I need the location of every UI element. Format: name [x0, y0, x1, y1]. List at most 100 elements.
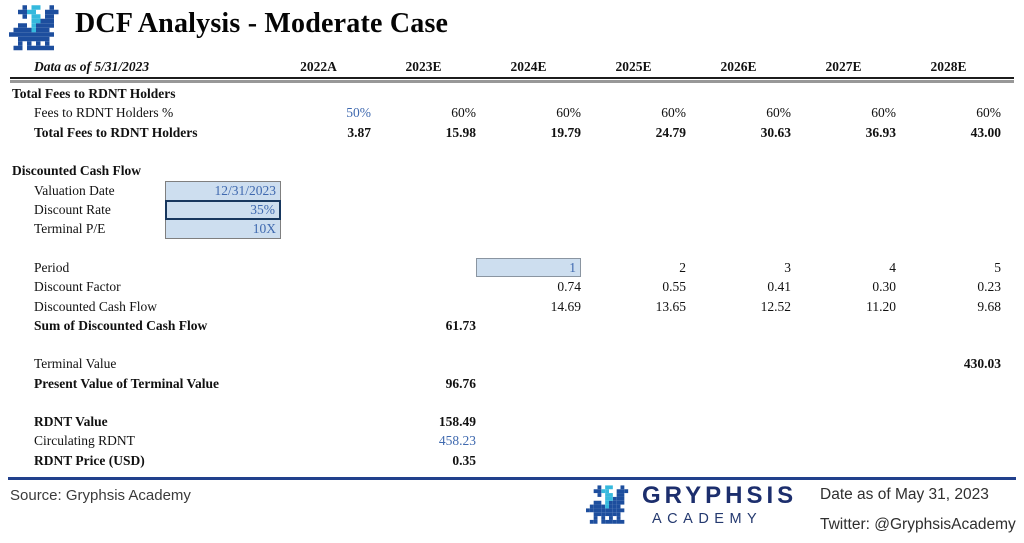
value-cell — [266, 277, 371, 296]
value-cell — [266, 412, 371, 431]
table-row: Fees to RDNT Holders % 50% 60% 60% 60% 60% 60%… — [10, 103, 1001, 122]
row-label: Discount Rate — [34, 201, 111, 217]
table-row: Sum of Discounted Cash Flow 61.73 — [10, 316, 1001, 335]
table-row: Discount Rate 35% — [10, 199, 1001, 220]
value-cell — [896, 316, 1001, 335]
value-cell: 0.74 — [557, 279, 581, 295]
column-header: 2024E — [510, 59, 547, 74]
input-cell[interactable]: 35% — [165, 199, 281, 220]
value-cell — [371, 354, 476, 373]
brand-name: GRYPHSIS — [642, 482, 798, 509]
value-cell: 12.52 — [760, 298, 791, 314]
value-cell — [266, 374, 371, 393]
value-cell: 19.79 — [550, 124, 581, 140]
value-cell — [371, 297, 476, 316]
table-row: Circulating RDNT 458.23 — [10, 431, 1001, 450]
row-label: Present Value of Terminal Value — [34, 375, 220, 391]
value-cell — [686, 84, 791, 103]
value-cell: 36.93 — [865, 124, 896, 140]
value-cell — [686, 374, 791, 393]
brand-subtitle: ACADEMY — [652, 511, 763, 527]
value-cell — [266, 258, 371, 278]
value-cell — [686, 451, 791, 470]
value-cell: 60% — [556, 105, 581, 121]
row-label: Circulating RDNT — [34, 433, 135, 449]
table-row: Discounted Cash Flow — [10, 161, 1001, 180]
table-row: RDNT Price (USD) 0.35 — [10, 451, 1001, 470]
value-cell — [791, 374, 896, 393]
footer-twitter: Twitter: @GryphsisAcademy — [820, 516, 1016, 533]
value-cell: 60% — [976, 105, 1001, 121]
value-cell — [476, 84, 581, 103]
value-cell: 158.49 — [438, 414, 476, 430]
input-cell[interactable]: 12/31/2023 — [165, 180, 281, 201]
row-label: Period — [34, 259, 70, 275]
column-header: 2022A — [300, 59, 337, 74]
value-cell: 60% — [766, 105, 791, 121]
table-row: Discount Factor 0.74 0.55 0.41 0.30 0.23 — [10, 277, 1001, 296]
table-row: Total Fees to RDNT Holders — [10, 84, 1001, 103]
value-cell — [896, 412, 1001, 431]
footer-meta: Date as of May 31, 2023 Twitter: @Gryphs… — [820, 486, 1016, 534]
value-cell — [266, 297, 371, 316]
value-cell — [476, 161, 581, 180]
value-cell — [476, 451, 581, 470]
value-cell — [686, 316, 791, 335]
value-cell: 43.00 — [970, 124, 1001, 140]
footer-date: Date as of May 31, 2023 — [820, 486, 989, 503]
value-cell: 2 — [679, 259, 686, 275]
value-cell — [476, 412, 581, 431]
table-header-row: Data as of 5/31/2023 2022A 2023E 2024E 2025… — [10, 58, 1001, 76]
value-cell — [266, 84, 371, 103]
value-cell: 5 — [994, 259, 1001, 275]
value-cell: 14.69 — [550, 298, 581, 314]
value-cell — [581, 451, 686, 470]
value-cell — [476, 374, 581, 393]
value-cell: 0.23 — [977, 279, 1001, 295]
row-label: Discount Factor — [34, 279, 121, 295]
table-row: Period 1 2 3 4 5 — [10, 257, 1001, 278]
row-label: Discounted Cash Flow — [12, 163, 142, 179]
value-cell — [581, 354, 686, 373]
value-cell: 9.68 — [977, 298, 1001, 314]
value-cell — [266, 354, 371, 373]
table-row: Valuation Date 12/31/2023 — [10, 180, 1001, 201]
value-cell — [581, 431, 686, 450]
footer-divider — [8, 477, 1016, 480]
gryphsis-dragon-logo-icon — [586, 485, 629, 524]
column-header: 2025E — [615, 59, 652, 74]
column-header: 2028E — [930, 59, 967, 74]
value-cell — [476, 354, 581, 373]
value-cell — [791, 316, 896, 335]
value-cell: 458.23 — [438, 433, 476, 449]
value-cell: 4 — [889, 259, 896, 275]
table-row: Terminal Value 430.03 — [10, 354, 1001, 373]
row-label: Discounted Cash Flow — [34, 298, 157, 314]
value-cell — [686, 161, 791, 180]
value-cell — [896, 84, 1001, 103]
column-header: 2023E — [405, 59, 442, 74]
row-label: Total Fees to RDNT Holders — [34, 124, 198, 140]
value-cell — [791, 412, 896, 431]
column-header: 2026E — [720, 59, 757, 74]
value-cell — [896, 451, 1001, 470]
value-cell: 0.41 — [767, 279, 791, 295]
value-cell — [371, 161, 476, 180]
value-cell: 0.30 — [872, 279, 896, 295]
input-cell[interactable]: 10X — [165, 219, 281, 240]
input-cell[interactable]: 1 — [476, 257, 581, 278]
value-cell: 30.63 — [760, 124, 791, 140]
table-row: Present Value of Terminal Value 96.76 — [10, 374, 1001, 393]
row-label: Terminal Value — [34, 356, 117, 372]
value-cell — [581, 161, 686, 180]
value-cell — [896, 431, 1001, 450]
value-cell: 60% — [871, 105, 896, 121]
table-row: RDNT Value 158.49 — [10, 412, 1001, 431]
value-cell — [791, 431, 896, 450]
value-cell — [476, 431, 581, 450]
value-cell — [266, 316, 371, 335]
value-cell — [686, 412, 791, 431]
column-header: 2027E — [825, 59, 862, 74]
value-cell: 3.87 — [347, 124, 371, 140]
table-body: Total Fees to RDNT Holders Fees to RDNT H… — [10, 84, 1001, 470]
